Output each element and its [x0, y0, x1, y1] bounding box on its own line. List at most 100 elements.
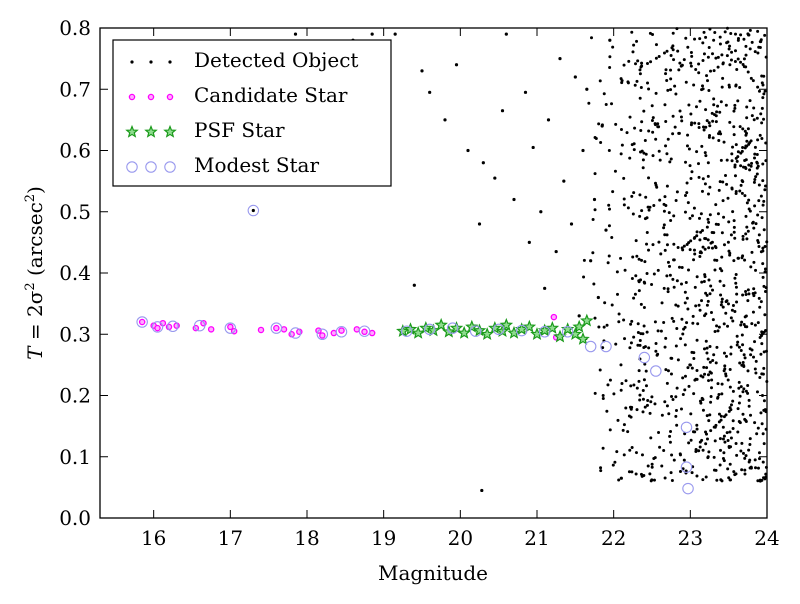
detected-object-point — [729, 352, 733, 356]
detected-object-point — [639, 86, 643, 90]
detected-object-point — [613, 460, 617, 464]
detected-object-point — [654, 56, 658, 60]
detected-object-point — [704, 125, 708, 129]
detected-object-point — [617, 478, 621, 482]
detected-object-point — [755, 390, 759, 394]
detected-object-point — [687, 441, 691, 445]
detected-object-point — [696, 162, 700, 166]
legend-marker-open-circle — [145, 161, 157, 173]
y-tick-label: 0.7 — [59, 77, 91, 101]
detected-object-point — [728, 462, 732, 466]
detected-object-point — [738, 189, 742, 193]
x-tick-label: 23 — [678, 526, 703, 550]
detected-object-point — [747, 292, 751, 296]
series-star — [396, 313, 594, 345]
detected-object-point — [707, 379, 711, 383]
detected-object-point — [645, 271, 649, 275]
detected-object-point — [658, 445, 662, 449]
detected-object-point — [679, 337, 683, 341]
detected-object-point — [726, 378, 730, 382]
detected-object-point — [719, 293, 723, 297]
detected-object-point — [657, 240, 661, 244]
detected-object-point — [687, 241, 691, 245]
point-open-circle — [638, 351, 651, 364]
point-star — [545, 321, 560, 334]
detected-object-point — [754, 466, 758, 470]
detected-object-point — [718, 35, 722, 39]
detected-object-point — [719, 158, 723, 162]
detected-object-point — [747, 448, 751, 452]
point-small-circle — [330, 329, 338, 337]
detected-object-point — [706, 174, 710, 178]
detected-object-point — [693, 285, 697, 289]
point-open-circle — [193, 319, 206, 332]
detected-object-point — [684, 36, 688, 40]
detected-object-point — [671, 114, 675, 118]
detected-object-point — [683, 210, 687, 214]
detected-object-point — [759, 411, 763, 415]
detected-object-point — [747, 198, 751, 202]
detected-object-point — [645, 403, 649, 407]
detected-object-point — [664, 72, 668, 76]
detected-object-point — [707, 46, 711, 50]
detected-object-point — [717, 420, 721, 424]
detected-object-point — [653, 456, 657, 460]
detected-object-point — [662, 51, 666, 55]
detected-object-point — [615, 292, 619, 296]
detected-object-point — [745, 325, 749, 329]
detected-object-point — [698, 445, 702, 449]
detected-object-point — [599, 140, 603, 144]
detected-object-point — [760, 394, 764, 398]
detected-object-point — [664, 336, 668, 340]
detected-object-point — [688, 363, 692, 367]
detected-object-point — [733, 276, 737, 280]
detected-object-point — [745, 105, 749, 109]
detected-object-point — [674, 414, 678, 418]
detected-object-point — [756, 29, 760, 33]
detected-object-point — [756, 426, 760, 430]
detected-object-point — [678, 469, 682, 473]
detected-object-point — [669, 372, 673, 376]
detected-object-point — [711, 52, 715, 56]
detected-object-point — [728, 251, 732, 255]
detected-object-point — [741, 360, 745, 364]
detected-object-point — [625, 131, 629, 135]
detected-object-point — [619, 152, 623, 156]
detected-object-point — [720, 300, 724, 304]
detected-object-point — [621, 428, 625, 432]
detected-object-point — [643, 139, 647, 143]
detected-object-point — [631, 212, 635, 216]
detected-object-point — [722, 369, 726, 373]
detected-object-point — [724, 354, 728, 358]
detected-object-point — [638, 214, 642, 218]
detected-object-point — [742, 37, 746, 41]
detected-object-point — [701, 448, 705, 452]
detected-object-point — [601, 346, 605, 350]
detected-object-point — [697, 126, 701, 130]
detected-object-point — [748, 141, 752, 145]
detected-object-point — [736, 430, 740, 434]
detected-object-point — [740, 179, 744, 183]
detected-object-point — [695, 234, 699, 238]
detected-object-point — [674, 198, 678, 202]
detected-object-point — [672, 285, 676, 289]
y-tick-label: 0.5 — [59, 200, 91, 224]
detected-object-point — [668, 440, 672, 444]
detected-object-point — [643, 260, 647, 264]
point-dot — [596, 295, 600, 300]
detected-object-point — [673, 125, 677, 129]
detected-object-point — [741, 127, 745, 131]
detected-object-point — [648, 411, 652, 415]
detected-object-point — [669, 430, 673, 434]
detected-object-point — [744, 53, 748, 57]
detected-object-point — [677, 131, 681, 135]
detected-object-point — [652, 204, 656, 208]
detected-object-point — [644, 369, 648, 373]
detected-object-point — [688, 248, 692, 252]
x-axis-label: Magnitude — [378, 561, 488, 585]
detected-object-point — [672, 319, 676, 323]
detected-object-point — [606, 383, 610, 387]
point-dot — [454, 63, 459, 67]
point-dot — [585, 87, 589, 91]
detected-object-point — [695, 275, 699, 279]
